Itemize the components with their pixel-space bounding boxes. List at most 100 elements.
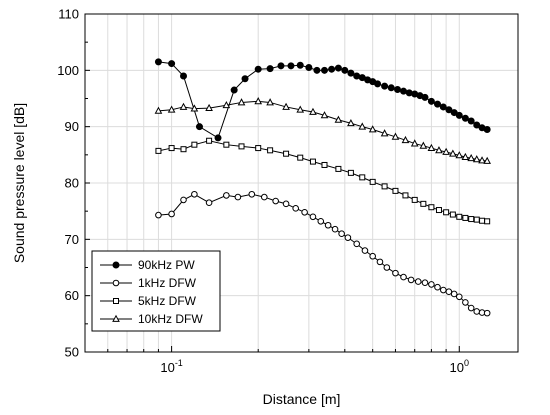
- data-point: [344, 234, 352, 241]
- data-point: [206, 137, 213, 144]
- data-point: [338, 230, 345, 237]
- data-point: [347, 69, 355, 77]
- data-point: [334, 115, 343, 123]
- data-point: [387, 84, 395, 92]
- legend-item: 1kHz DFW: [100, 276, 197, 290]
- data-point: [483, 125, 491, 133]
- data-point: [402, 192, 409, 199]
- y-tick-label: 80: [65, 176, 79, 191]
- data-point: [287, 62, 295, 70]
- data-point: [167, 105, 176, 113]
- data-point: [421, 279, 429, 287]
- data-point: [428, 281, 435, 288]
- data-point: [473, 121, 481, 129]
- data-point: [407, 276, 415, 284]
- data-point: [405, 89, 413, 97]
- data-point: [320, 111, 329, 119]
- data-point: [449, 211, 456, 218]
- data-point: [483, 156, 491, 164]
- data-point: [443, 209, 450, 216]
- data-point: [421, 93, 429, 101]
- data-point: [433, 100, 441, 108]
- data-point: [222, 101, 231, 109]
- data-point: [266, 98, 274, 106]
- data-point: [450, 109, 458, 117]
- data-point: [320, 66, 328, 74]
- data-point: [301, 208, 308, 216]
- data-point: [317, 218, 325, 225]
- data-point: [369, 178, 376, 185]
- data-point: [358, 122, 367, 130]
- legend-label: 1kHz DFW: [138, 276, 197, 290]
- data-point: [462, 299, 469, 306]
- data-point: [462, 214, 469, 221]
- data-point: [455, 111, 463, 119]
- data-point: [455, 151, 464, 159]
- data-point: [435, 207, 442, 214]
- data-point: [450, 290, 458, 298]
- data-point: [255, 145, 262, 152]
- data-point: [254, 65, 262, 73]
- data-point: [266, 65, 274, 73]
- data-point: [267, 147, 274, 154]
- data-point: [191, 190, 198, 198]
- data-point: [392, 187, 399, 194]
- data-point: [392, 269, 399, 277]
- data-point: [180, 146, 187, 153]
- data-point: [347, 119, 355, 127]
- data-point: [309, 213, 317, 221]
- data-point: [380, 129, 389, 137]
- data-point: [223, 141, 230, 148]
- data-point: [324, 221, 332, 229]
- legend-item: 90kHz PW: [100, 258, 195, 272]
- y-tick-label: 100: [57, 63, 79, 78]
- data-point: [484, 218, 491, 225]
- series-3: [155, 137, 491, 225]
- legend-item: 10kHz DFW: [100, 312, 203, 326]
- data-point: [368, 125, 377, 133]
- data-point: [347, 169, 354, 176]
- legend-item: 5kHz DFW: [100, 294, 197, 308]
- data-point: [168, 145, 175, 152]
- axis-ticks: 50 60 70 80 90 100 110 10-1 100: [57, 7, 469, 376]
- data-point: [272, 197, 279, 205]
- data-point: [154, 106, 163, 114]
- data-point: [283, 150, 290, 157]
- data-point: [292, 205, 299, 212]
- data-point: [334, 64, 342, 72]
- data-point: [180, 196, 187, 204]
- legend-label: 90kHz PW: [138, 258, 195, 272]
- data-point: [296, 61, 304, 69]
- data-point: [442, 147, 450, 155]
- data-point: [154, 58, 162, 66]
- data-point: [461, 114, 469, 122]
- data-point: [353, 240, 361, 248]
- data-point: [445, 288, 453, 296]
- series-2: [155, 190, 491, 317]
- y-tick-label: 50: [65, 345, 79, 360]
- data-point: [400, 273, 407, 281]
- series-1: [154, 58, 491, 142]
- data-point: [309, 107, 317, 115]
- x-tick-label: 100: [450, 358, 469, 375]
- data-point: [381, 183, 388, 190]
- data-point: [410, 139, 419, 147]
- x-axis-title: Distance [m]: [263, 391, 341, 407]
- series-4: [154, 97, 491, 164]
- data-point: [359, 174, 366, 181]
- data-point: [434, 283, 441, 291]
- data-point: [439, 103, 447, 111]
- data-point: [391, 132, 400, 140]
- data-point: [297, 154, 304, 161]
- data-point: [234, 193, 242, 201]
- data-point: [427, 97, 435, 105]
- data-point: [205, 199, 213, 207]
- data-point: [374, 80, 382, 88]
- data-point: [296, 105, 305, 113]
- data-point: [394, 85, 402, 93]
- data-point: [483, 309, 491, 317]
- data-point: [241, 75, 249, 83]
- data-point: [479, 217, 486, 224]
- grid-lines: [84, 14, 518, 352]
